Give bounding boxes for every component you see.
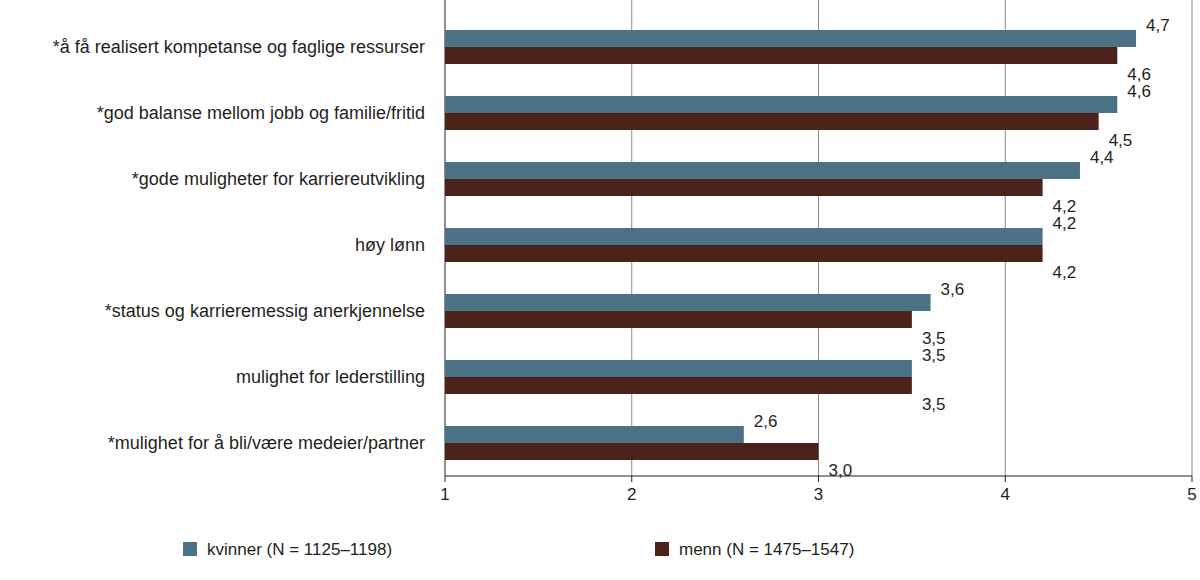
grid-line xyxy=(1192,0,1193,476)
data-label: 3,5 xyxy=(922,346,946,365)
bar xyxy=(445,96,1117,113)
bar xyxy=(445,360,912,377)
data-label: 4,2 xyxy=(1053,197,1077,216)
tick-label: 4 xyxy=(1001,485,1010,504)
category-label: *gode muligheter for karriereutvikling xyxy=(132,169,425,189)
tick-label: 1 xyxy=(440,485,449,504)
category-label: høy lønn xyxy=(355,235,425,255)
category-label: *status og karrieremessig anerkjennelse xyxy=(105,301,425,321)
data-label: 3,0 xyxy=(829,461,853,480)
category-label: *mulighet for å bli/være medeier/partner xyxy=(108,433,425,453)
category-label: mulighet for lederstilling xyxy=(236,367,425,387)
bar xyxy=(445,179,1043,196)
bar xyxy=(445,443,819,460)
data-label: 3,5 xyxy=(922,395,946,414)
data-label: 4,4 xyxy=(1090,148,1114,167)
tick-mark xyxy=(445,476,446,482)
category-label: *god balanse mellom jobb og familie/frit… xyxy=(97,103,425,123)
bars xyxy=(445,30,1136,460)
tick-label: 3 xyxy=(814,485,823,504)
data-label: 3,6 xyxy=(941,280,965,299)
bar xyxy=(445,426,744,443)
data-label: 4,2 xyxy=(1053,214,1077,233)
category-label: *å få realisert kompetanse og faglige re… xyxy=(53,37,425,57)
tick-mark xyxy=(1005,476,1006,482)
legend-swatch xyxy=(183,542,197,556)
bar xyxy=(445,113,1099,130)
data-label: 3,5 xyxy=(922,329,946,348)
tick-label: 5 xyxy=(1187,485,1196,504)
bar xyxy=(445,311,912,328)
data-label: 4,6 xyxy=(1127,82,1151,101)
chart: 1 2 3 4 5 *å få realisert kompetanse og fagli… xyxy=(0,0,1200,580)
data-label: 2,6 xyxy=(754,412,778,431)
legend-swatch xyxy=(655,542,669,556)
tick-label: 2 xyxy=(627,485,636,504)
data-label: 4,6 xyxy=(1127,65,1151,84)
bar xyxy=(445,377,912,394)
tick-mark xyxy=(631,476,632,482)
bar xyxy=(445,47,1117,64)
bar xyxy=(445,30,1136,47)
x-axis-line xyxy=(445,476,1192,477)
tick-mark xyxy=(818,476,819,482)
bar xyxy=(445,245,1043,262)
legend-label: menn (N = 1475–1547) xyxy=(679,540,854,559)
bar xyxy=(445,162,1080,179)
data-label: 4,7 xyxy=(1146,16,1170,35)
legend-label: kvinner (N = 1125–1198) xyxy=(207,540,392,559)
data-label: 4,5 xyxy=(1109,131,1133,150)
data-label: 4,2 xyxy=(1053,263,1077,282)
bar xyxy=(445,228,1043,245)
bar xyxy=(445,294,931,311)
tick-mark xyxy=(1192,476,1193,482)
